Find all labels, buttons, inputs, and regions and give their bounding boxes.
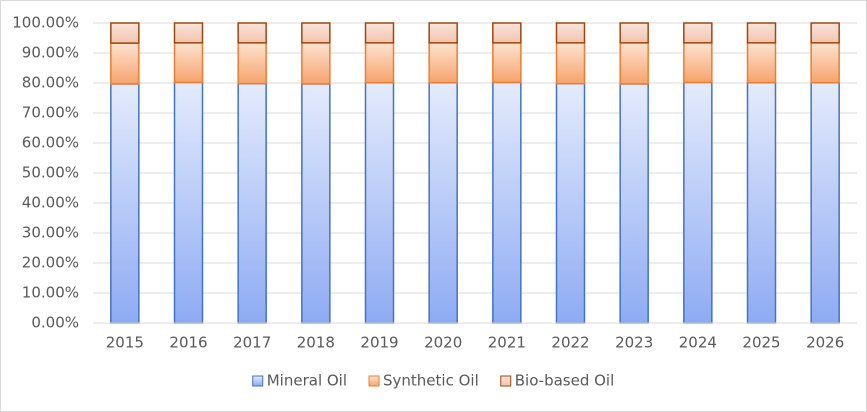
bar-segment [173,81,204,324]
bar-segment [492,81,522,324]
bar-segment [237,42,267,85]
bar-segment [110,22,140,44]
x-tick-label: 2019 [360,334,398,352]
x-tick-label: 2016 [169,334,207,352]
legend-label: Bio-based Oil [515,372,615,390]
y-tick-label: 10.00% [22,284,79,302]
bar-segment [173,22,204,44]
legend-swatch [368,375,380,387]
x-tick-label: 2017 [233,334,271,352]
y-tick-label: 100.00% [12,14,79,32]
bar-segment [492,42,522,84]
legend-label: Synthetic Oil [383,372,479,390]
bar-segment [301,42,331,85]
x-tick-label: 2022 [551,334,589,352]
bar-segment [683,81,713,324]
bar-segment [810,42,840,84]
x-tick-label: 2025 [742,334,780,352]
bar-segment [110,83,140,324]
y-tick-label: 80.00% [22,74,79,92]
x-tick-label: 2023 [615,334,653,352]
bar-segment [746,42,777,84]
bar-segment [619,83,649,324]
legend-label: Mineral Oil [267,372,347,390]
bar-segment [619,22,649,44]
bar-segment [810,81,840,324]
bar-segment [746,22,777,44]
bar-segment [110,42,140,85]
y-tick-label: 70.00% [22,104,79,122]
bar-segment [364,81,395,324]
bar-segment [619,42,649,85]
x-tick-label: 2020 [424,334,462,352]
x-tick-label: 2026 [806,334,844,352]
legend-swatch [252,375,264,387]
bar-segment [683,22,713,44]
x-tick-label: 2024 [679,334,717,352]
bar-segment [683,42,713,84]
y-tick-label: 30.00% [22,224,79,242]
bar-segment [555,42,586,85]
y-tick-label: 0.00% [31,314,79,332]
bar-segment [237,82,267,324]
x-tick-label: 2021 [488,334,526,352]
bar-segment [555,22,586,44]
y-tick-label: 20.00% [22,254,79,272]
bar-segment [810,22,840,44]
bar-segment [301,83,331,324]
bar-segment [492,22,522,44]
bar-segment [364,42,395,84]
bar-segment [364,22,395,44]
y-tick-label: 40.00% [22,194,79,212]
bar-segment [428,22,458,44]
bar-segment [428,42,458,84]
bar-segment [555,82,586,324]
bar-segment [173,42,204,84]
x-tick-label: 2018 [297,334,335,352]
bar-segment [301,22,331,44]
bar-segment [237,22,267,44]
x-tick-label: 2015 [106,334,144,352]
bar-segment [428,81,458,324]
y-tick-label: 90.00% [22,44,79,62]
bar-segment [746,81,777,324]
y-tick-label: 60.00% [22,134,79,152]
legend-swatch [500,375,512,387]
y-tick-label: 50.00% [22,164,79,182]
